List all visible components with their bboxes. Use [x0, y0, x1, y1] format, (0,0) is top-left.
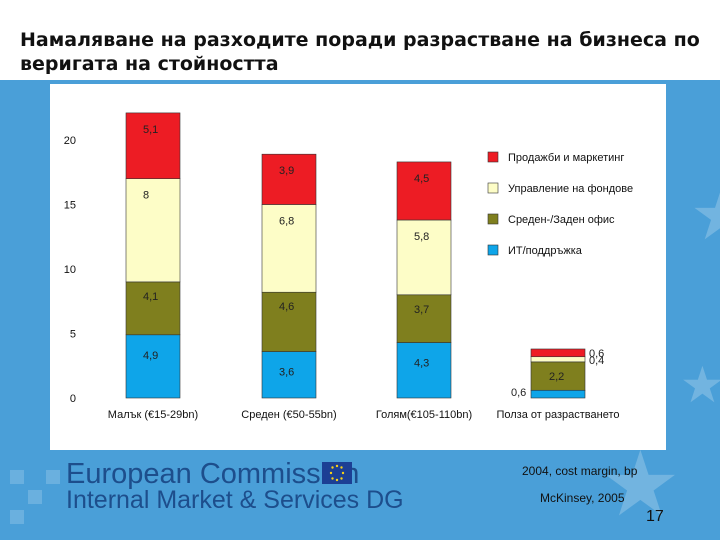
bar-segment: [261, 351, 317, 399]
legend-swatch: [487, 244, 499, 256]
x-category-label: Полза от разрастването: [496, 409, 619, 421]
bar-value-label: 4,9: [143, 350, 158, 362]
bar-value-label: 3,6: [279, 367, 294, 379]
x-category-label: Голям(€105-110bn): [376, 409, 472, 421]
bar-value-label: 6,8: [279, 216, 294, 228]
bar-segment: [125, 334, 181, 399]
y-tick-label: 0: [70, 393, 76, 405]
logo-line-2: Internal Market & Services DG: [66, 486, 404, 514]
decorative-square: [10, 510, 24, 524]
legend-swatch: [487, 213, 499, 225]
bar-segment: [530, 389, 586, 399]
bar-value-label: 5,1: [143, 124, 158, 136]
bar-value-label: 0,6: [511, 387, 526, 399]
source-note: 2004, cost margin, bp: [522, 464, 638, 478]
legend-swatch: [487, 151, 499, 163]
y-tick-label: 5: [70, 329, 76, 341]
bar-value-label: 8: [143, 190, 149, 202]
bar-segment: [125, 281, 181, 336]
bar-value-label: 5,8: [414, 231, 429, 243]
bar-value-label: 2,2: [549, 371, 564, 383]
logo-line-1: European Commission: [66, 458, 360, 490]
x-category-label: Среден (€50-55bn): [241, 409, 336, 421]
bar-value-label: 3,7: [414, 304, 429, 316]
bar-value-label: 4,3: [414, 358, 429, 370]
chart-panel: 0 5 10 15 20 4,9 4,1 8 5,1 Малък (€15-29bn) 3,6 4,6…: [50, 84, 666, 450]
bar-segment: [396, 342, 452, 399]
bar-segment: [396, 219, 452, 296]
slide-title: Намаляване на разходите поради разраства…: [20, 29, 700, 75]
decorative-star-icon: ★: [600, 435, 681, 535]
legend-entry: Продажби и маркетинг: [508, 152, 624, 164]
page-number: 17: [646, 508, 664, 525]
bar-value-label: 0,6: [589, 348, 604, 360]
bar-segment: [396, 294, 452, 343]
decorative-square: [10, 470, 24, 484]
decorative-star-icon: ★: [680, 357, 720, 413]
bar-value-label: 4,1: [143, 291, 158, 303]
decorative-square: [46, 470, 60, 484]
bar-value-label: 4,5: [414, 173, 429, 185]
bar-segment: [530, 356, 586, 363]
bar-segment: [530, 348, 586, 358]
bar-segment: [261, 204, 317, 293]
bar-segment: [396, 161, 452, 221]
legend-entry: Управление на фондове: [508, 183, 633, 195]
y-tick-label: 10: [64, 264, 76, 276]
bar-value-label: 0,4: [589, 355, 604, 367]
decorative-star-icon: ★: [690, 180, 720, 250]
bar-value-label: 4,6: [279, 301, 294, 313]
bar-segment: [530, 361, 586, 391]
legend-entry: Среден-/Заден офис: [508, 214, 615, 226]
legend-swatch: [487, 182, 499, 194]
author-note: McKinsey, 2005: [540, 491, 625, 505]
bar-segment: [125, 178, 181, 283]
decorative-square: [28, 490, 42, 504]
y-tick-label: 20: [64, 135, 76, 147]
bar-value-label: 3,9: [279, 165, 294, 177]
legend-entry: ИТ/поддръжка: [508, 245, 583, 257]
x-category-label: Малък (€15-29bn): [108, 409, 198, 421]
eu-flag-icon: [322, 462, 352, 484]
bar-segment: [261, 153, 317, 205]
bar-segment: [125, 112, 181, 180]
y-tick-label: 15: [64, 200, 76, 212]
stacked-bar-chart: 0 5 10 15 20 4,9 4,1 8 5,1 Малък (€15-29bn) 3,6 4,6…: [64, 112, 633, 421]
